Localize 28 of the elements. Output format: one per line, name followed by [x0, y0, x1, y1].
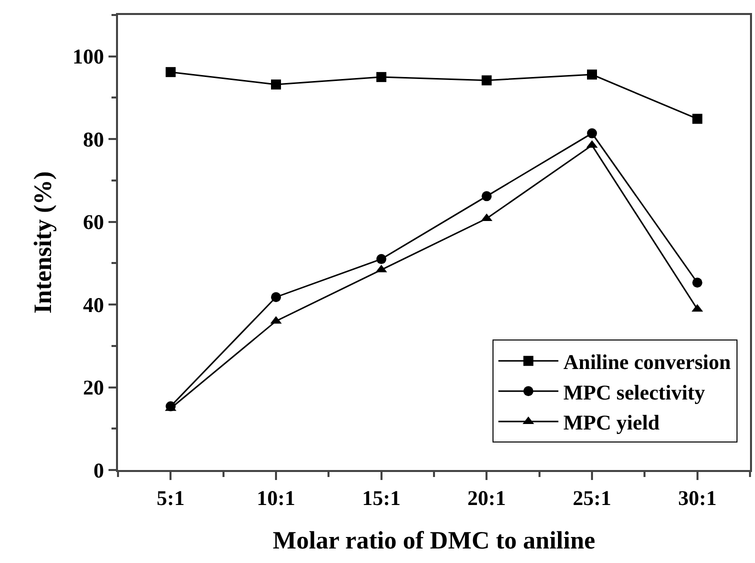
x-tick-label: 15:1	[362, 486, 401, 510]
point	[692, 114, 702, 124]
x-tick-label: 5:1	[156, 486, 185, 510]
point	[692, 278, 702, 288]
point	[482, 75, 492, 86]
legend-label: Aniline conversion	[563, 350, 732, 374]
point	[587, 128, 597, 138]
point	[271, 79, 281, 90]
point	[587, 70, 597, 80]
y-axis-title: Intensity (%)	[30, 171, 57, 314]
x-tick-label: 25:1	[572, 486, 612, 510]
y-tick-label: 100	[72, 44, 104, 69]
y-tick-label: 60	[83, 210, 104, 234]
x-tick-label: 10:1	[256, 486, 296, 510]
y-tick-label: 20	[83, 376, 104, 400]
point	[376, 254, 386, 264]
point	[271, 292, 281, 302]
point	[376, 72, 386, 82]
y-tick-label: 0	[94, 458, 104, 482]
point	[482, 191, 492, 202]
y-tick-label: 40	[83, 292, 104, 317]
point	[166, 67, 176, 78]
x-axis-title: Molar ratio of DMC to aniline	[272, 527, 596, 554]
legend-label: MPC yield	[563, 410, 660, 435]
legend-label: MPC selectivity	[563, 380, 706, 404]
x-tick-label: 20:1	[467, 486, 506, 510]
x-tick-label: 30:1	[678, 486, 717, 510]
y-tick-label: 80	[83, 127, 104, 152]
